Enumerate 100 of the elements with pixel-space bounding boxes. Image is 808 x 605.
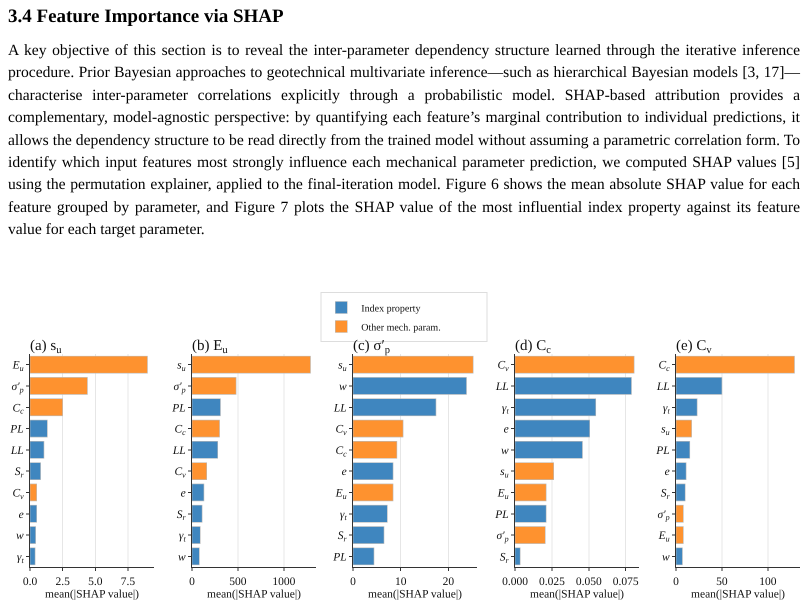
x-tick-label: 20: [442, 576, 455, 588]
y-tick-label: C$_{v}$: [12, 487, 24, 501]
bar: [353, 356, 474, 374]
bar: [30, 548, 36, 566]
bar: [676, 548, 684, 566]
y-tick-label: C$_{v}$: [497, 360, 509, 374]
x-tick-label: 100: [760, 576, 778, 588]
y-tick-label: C$_{c}$: [174, 424, 186, 437]
bar: [514, 526, 546, 544]
bar: [353, 548, 374, 566]
x-tick-label: 0.000: [502, 576, 528, 588]
bar: [676, 441, 690, 459]
bar: [514, 398, 596, 416]
y-tick-label: C$_{v}$: [336, 424, 348, 437]
bar: [30, 377, 88, 395]
chart-title: (e) C$_{v}$: [676, 338, 713, 356]
bar: [192, 484, 204, 502]
y-tick-label: σ′$_{p}$: [173, 380, 186, 394]
bar: [30, 484, 37, 502]
y-tick-label: w: [662, 551, 670, 564]
y-tick-label: σ′$_{p}$: [658, 508, 670, 522]
bar: [30, 462, 41, 480]
x-axis-title: mean(|SHAP value|): [530, 588, 624, 600]
y-tick-label: s$_{u}$: [338, 360, 347, 374]
bar: [30, 356, 148, 374]
x-tick-label: 7.5: [120, 576, 136, 588]
y-tick-label: C$_{c}$: [658, 360, 670, 374]
y-tick-label: PL: [494, 508, 508, 521]
x-tick-label: 0.025: [538, 576, 565, 588]
y-tick-label: PL: [9, 424, 24, 436]
bar: [514, 484, 546, 502]
bar: [514, 377, 632, 395]
bar: [192, 441, 218, 459]
bar: [30, 420, 48, 438]
x-axis-title: mean(|SHAP value|): [368, 588, 462, 600]
bar: [676, 420, 692, 438]
bar: [192, 548, 200, 566]
y-tick-label: LL: [171, 444, 186, 457]
x-tick-label: 0.050: [576, 576, 602, 588]
y-tick-label: s$_{u}$: [662, 424, 670, 437]
bar: [353, 441, 398, 459]
y-tick-label: e: [342, 466, 347, 478]
y-tick-label: e: [664, 466, 670, 478]
y-tick-label: γ$_{t}$: [178, 530, 186, 544]
y-tick-label: S$_{r}$: [500, 551, 510, 565]
x-tick-label: 500: [228, 576, 246, 588]
bar: [353, 420, 404, 438]
bar: [353, 526, 384, 544]
y-tick-label: S$_{r}$: [661, 487, 671, 501]
y-tick-label: γ$_{t}$: [663, 402, 671, 416]
bar: [514, 504, 546, 523]
text: A key objective of this section is to reveal the inter-parameter dependency structure learned through the iterative inference procedure. Prior Bayesian approaches to geotechnical multivariate inference—such as hierarchical Bayesian models [3, 17]—characterise inter-parameter correlations explicitly through a probabilistic model. SHAP-based attribution provides a complementary, model-agnostic perspective: by quantifying each feature’s marginal contribution to individual predictions, it allows the dependency structure to be read directly from the trained model without assuming a parametric correlation form. To identify which input features most strongly influence each mechanical parameter prediction, we computed SHAP values [5] using the permutation explainer, applied to the final-iteration model. Figure 6 shows the mean absolute SHAP value for each feature grouped by parameter, and Figure 7 plots the SHAP value of the most influential index property against its feature value for each target parameter.: [8, 42, 800, 238]
bar: [30, 526, 36, 544]
bar: [192, 504, 202, 523]
y-tick-label: LL: [10, 444, 24, 457]
y-tick-label: PL: [656, 444, 670, 457]
bar: [514, 441, 583, 459]
y-tick-label: S$_{r}$: [338, 530, 348, 544]
chart-title: (b) E$_{u}$: [192, 338, 228, 356]
y-tick-label: E$_{u}$: [12, 360, 24, 374]
bar: [676, 484, 686, 502]
bar: [353, 377, 467, 395]
x-tick-label: 10: [395, 576, 407, 588]
bar: [192, 377, 236, 395]
y-tick-label: w: [16, 530, 24, 542]
bar: [676, 462, 687, 480]
y-tick-label: PL: [170, 402, 186, 414]
bar: [514, 356, 634, 374]
x-axis-title: mean(|SHAP value|): [206, 588, 301, 600]
text: 3.4 Feature Importance via SHAP: [8, 6, 285, 28]
chart-title: (d) C$_{c}$: [514, 338, 552, 356]
x-tick-label: 0.0: [22, 576, 38, 588]
x-tick-label: 0: [188, 576, 195, 588]
legend-label: Index property: [361, 303, 421, 314]
y-tick-label: γ$_{t}$: [16, 551, 24, 565]
x-axis-title: mean(|SHAP value|): [45, 588, 140, 600]
y-tick-label: w: [178, 551, 186, 564]
bar: [353, 504, 388, 523]
y-tick-label: C$_{c}$: [336, 444, 348, 458]
x-tick-label: 0: [674, 576, 680, 588]
bar: [676, 526, 684, 544]
y-tick-label: E$_{u}$: [496, 487, 508, 501]
y-tick-label: s$_{u}$: [500, 466, 508, 480]
bar: [353, 398, 436, 416]
y-tick-label: LL: [494, 380, 508, 393]
bar: [192, 462, 207, 480]
y-tick-label: γ$_{t}$: [340, 508, 348, 522]
y-tick-label: σ′$_{p}$: [11, 380, 24, 394]
y-tick-label: σ′$_{p}$: [496, 530, 508, 544]
bar: [192, 398, 220, 416]
y-tick-label: E$_{u}$: [334, 487, 347, 501]
bar: [192, 356, 310, 374]
y-tick-label: w: [500, 444, 509, 457]
bar: [676, 377, 723, 395]
y-tick-label: e: [503, 424, 508, 436]
x-tick-label: 1000: [272, 576, 296, 588]
bar: [353, 484, 394, 502]
y-tick-label: PL: [332, 551, 347, 564]
y-tick-label: C$_{v}$: [174, 466, 186, 480]
bar: [192, 526, 200, 544]
